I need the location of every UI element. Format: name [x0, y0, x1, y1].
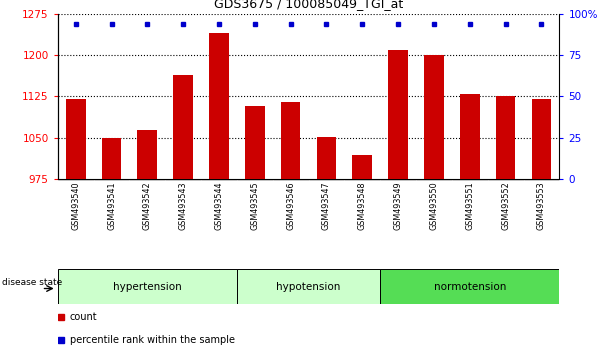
Bar	[424, 55, 444, 179]
Text: hypotension: hypotension	[277, 282, 340, 292]
Text: GSM493540: GSM493540	[71, 182, 80, 230]
Text: GSM493546: GSM493546	[286, 182, 295, 230]
Bar	[353, 155, 372, 179]
Bar	[173, 75, 193, 179]
Text: GSM493552: GSM493552	[501, 182, 510, 230]
Text: GSM493550: GSM493550	[429, 182, 438, 230]
Text: GSM493541: GSM493541	[107, 182, 116, 230]
FancyBboxPatch shape	[237, 269, 380, 304]
Bar	[317, 137, 336, 179]
Bar	[137, 131, 157, 179]
Text: GSM493543: GSM493543	[179, 182, 188, 230]
Text: disease state: disease state	[2, 278, 63, 287]
FancyBboxPatch shape	[380, 269, 559, 304]
FancyBboxPatch shape	[58, 269, 237, 304]
Bar	[102, 138, 122, 179]
Bar	[66, 99, 86, 179]
Text: GSM493553: GSM493553	[537, 182, 546, 230]
Text: GSM493549: GSM493549	[393, 182, 402, 230]
Bar	[496, 96, 516, 179]
Text: GSM493545: GSM493545	[250, 182, 260, 230]
Text: GSM493548: GSM493548	[358, 182, 367, 230]
Bar	[531, 99, 551, 179]
Text: normotension: normotension	[434, 282, 506, 292]
Text: GSM493544: GSM493544	[215, 182, 224, 230]
Title: GDS3675 / 100085049_TGI_at: GDS3675 / 100085049_TGI_at	[214, 0, 403, 10]
Text: percentile rank within the sample: percentile rank within the sample	[70, 335, 235, 346]
Text: count: count	[70, 312, 97, 322]
Bar	[389, 50, 408, 179]
Bar	[460, 94, 480, 179]
Text: GSM493542: GSM493542	[143, 182, 152, 230]
Text: GSM493547: GSM493547	[322, 182, 331, 230]
Bar	[209, 33, 229, 179]
Text: hypertension: hypertension	[113, 282, 182, 292]
Bar	[281, 102, 300, 179]
Bar	[245, 106, 264, 179]
Text: GSM493551: GSM493551	[465, 182, 474, 230]
